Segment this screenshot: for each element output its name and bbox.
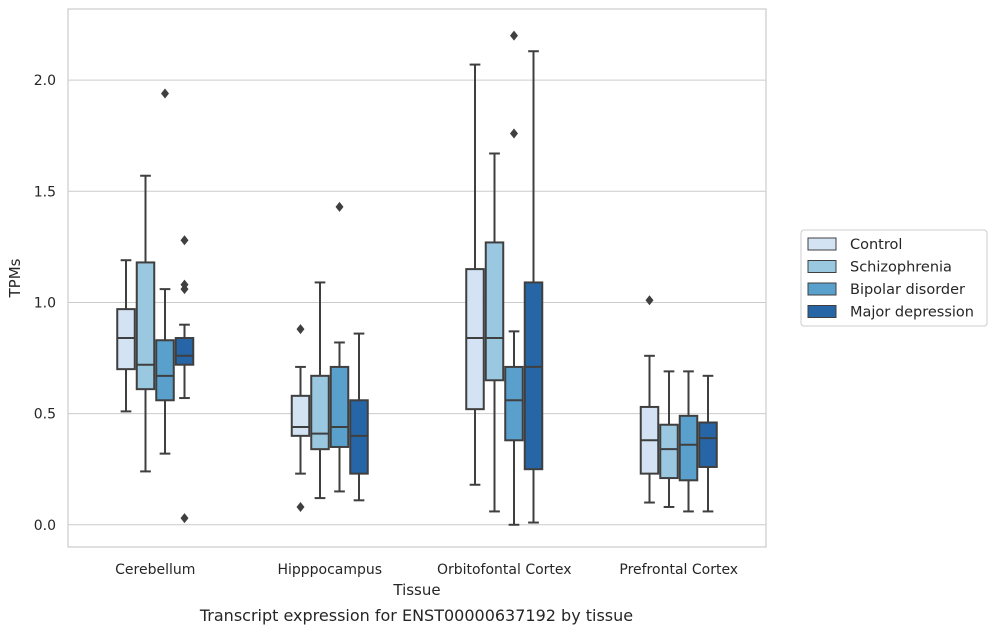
box-major-depression xyxy=(349,332,369,502)
y-tick-labels: 0.0 0.5 1.0 1.5 2.0 xyxy=(34,73,56,534)
x-axis-label: Tissue xyxy=(392,581,440,599)
box-iqr xyxy=(465,268,485,411)
box-iqr xyxy=(349,399,369,475)
legend-swatch xyxy=(807,260,837,273)
outlier-point xyxy=(510,30,518,41)
y-tick-label: 0.0 xyxy=(34,518,56,534)
y-tick-label: 0.5 xyxy=(34,407,56,423)
legend-swatch xyxy=(807,305,837,318)
box-iqr xyxy=(484,241,505,382)
box-schizophrenia xyxy=(135,174,156,473)
box-major-depression xyxy=(174,235,195,524)
legend-frame xyxy=(800,229,988,327)
plot-frame xyxy=(67,8,767,548)
box-control xyxy=(639,295,660,504)
y-tick-label: 1.5 xyxy=(34,184,56,200)
box-control xyxy=(290,324,311,512)
box-series xyxy=(116,30,718,526)
box-iqr xyxy=(174,337,195,366)
box-iqr xyxy=(329,365,350,448)
box-iqr xyxy=(116,308,136,371)
box-major-depression xyxy=(523,50,544,524)
x-tick-labels: Cerebellum Hipppocampus Orbitofontal Corte… xyxy=(115,562,738,578)
box-bipolar-disorder xyxy=(155,88,175,455)
outlier-point xyxy=(645,295,654,306)
y-tick-label: 2.0 xyxy=(34,73,56,89)
box-schizophrenia xyxy=(659,370,679,508)
x-tick-label: Prefrontal Cortex xyxy=(619,562,738,578)
outlier-point xyxy=(296,324,305,335)
box-iqr xyxy=(504,365,524,442)
outlier-point xyxy=(180,235,189,246)
legend-label: Schizophrenia xyxy=(850,260,952,276)
box-iqr xyxy=(310,374,330,451)
x-tick-label: Hipppocampus xyxy=(277,562,382,578)
box-major-depression xyxy=(698,374,718,513)
y-tick-label: 1.0 xyxy=(34,295,56,311)
figure-caption: Transcript expression for ENST0000063719… xyxy=(199,606,634,625)
box-iqr xyxy=(698,421,718,468)
x-tick-label: Cerebellum xyxy=(115,562,195,578)
box-iqr xyxy=(290,394,311,437)
x-tick-label: Orbitofontal Cortex xyxy=(437,562,572,578)
outlier-point xyxy=(180,513,189,524)
box-control xyxy=(465,63,485,486)
box-schizophrenia xyxy=(310,281,330,500)
y-axis-label: TPMs xyxy=(6,258,24,298)
legend-swatch xyxy=(807,282,837,296)
legend-label: Control xyxy=(850,237,902,253)
box-iqr xyxy=(659,423,679,480)
legend: Control Schizophrenia Bipolar disorder Majo… xyxy=(800,229,988,327)
box-bipolar-disorder xyxy=(678,370,699,513)
box-iqr xyxy=(523,281,544,471)
outlier-point xyxy=(335,201,344,212)
legend-label: Bipolar disorder xyxy=(850,282,965,298)
box-schizophrenia xyxy=(484,152,505,513)
box-iqr xyxy=(678,414,699,482)
box-control xyxy=(116,259,136,413)
outlier-point xyxy=(161,88,169,99)
legend-label: Major depression xyxy=(850,305,974,321)
box-bipolar-disorder xyxy=(504,30,524,526)
box-bipolar-disorder xyxy=(329,201,350,493)
outlier-point xyxy=(180,279,189,290)
outlier-point xyxy=(510,128,518,139)
outlier-point xyxy=(296,501,305,512)
box-iqr xyxy=(135,261,156,391)
legend-swatch xyxy=(807,237,837,251)
box-iqr xyxy=(155,339,175,402)
